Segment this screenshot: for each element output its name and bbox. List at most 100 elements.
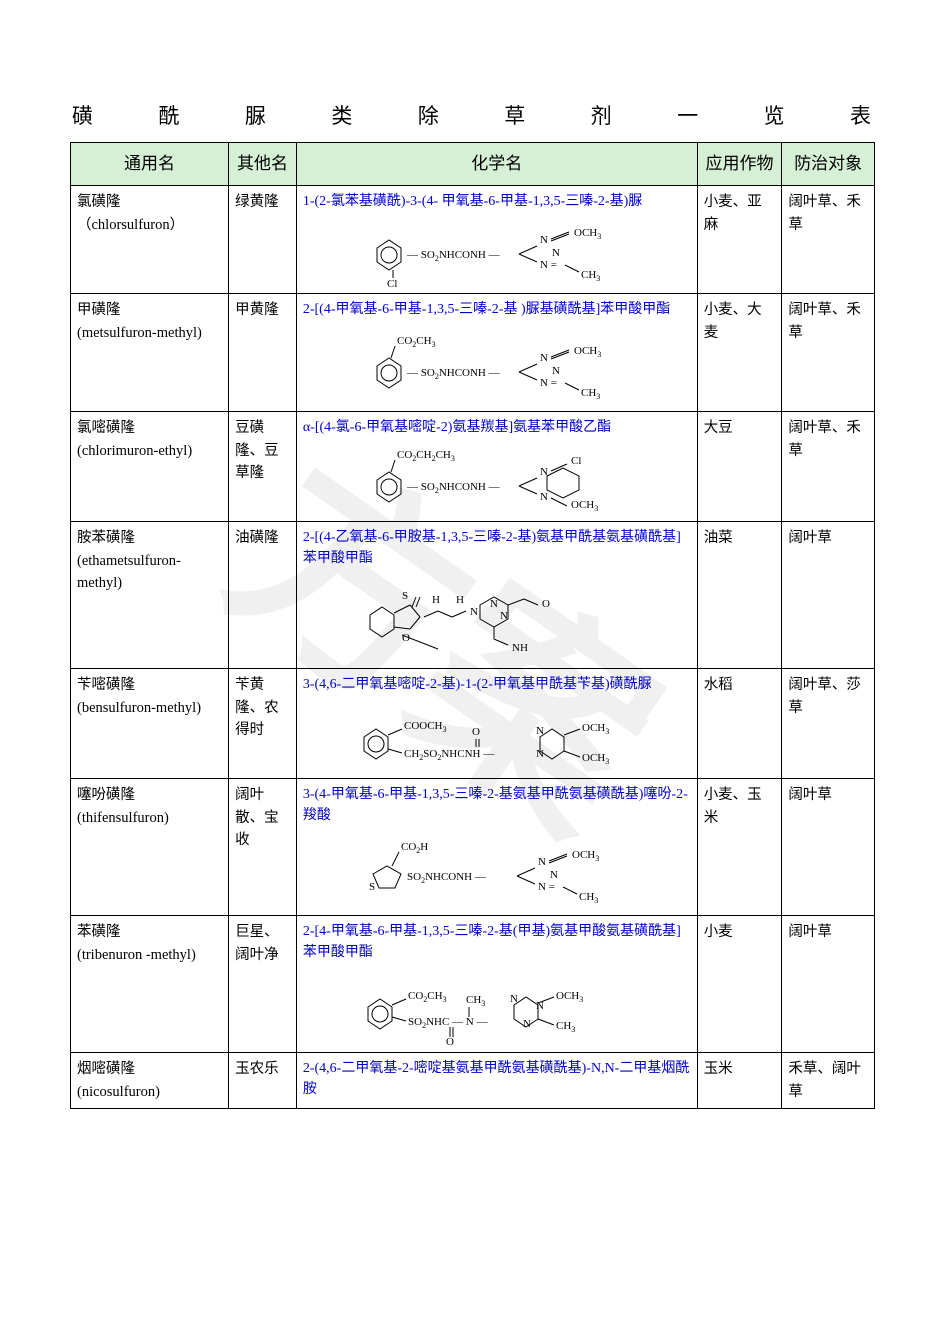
svg-text:CO2H: CO2H [401,841,428,855]
col-chem-name: 化学名 [296,143,697,186]
crop-cell: 小麦、玉米 [697,779,782,916]
other-name-cell: 阔叶散、宝收 [229,779,297,916]
svg-text:NH: NH [512,642,528,654]
col-common-name: 通用名 [71,143,229,186]
svg-text:CH3: CH3 [556,1020,575,1034]
svg-text:SO2NHC — N —: SO2NHC — N — [408,1016,488,1030]
svg-text:S: S [402,590,408,602]
svg-text:CO2CH3: CO2CH3 [408,990,447,1004]
svg-text:OCH3: OCH3 [556,990,583,1004]
target-cell: 阔叶草 [782,779,875,916]
structure-diagram: COOCH3 CH2SO2NHCNH — O NN OCH3 OCH3 [303,695,691,773]
chem-name-cell: 2-[(4-乙氧基-6-甲胺基-1,3,5-三嗪-2-基)氨基甲酰基氨基磺酰基]… [296,522,697,669]
other-name-cell: 苄黄隆、农得时 [229,669,297,779]
other-name-cell: 豆磺隆、豆草隆 [229,412,297,522]
target-cell: 禾草、阔叶草 [782,1053,875,1109]
chem-name-cell: 2-(4,6-二甲氧基-2-嘧啶基氨基甲酰氨基磺酰基)-N,N-二甲基烟酰胺 [296,1053,697,1109]
crop-cell: 小麦、亚麻 [697,186,782,294]
other-name-cell: 玉农乐 [229,1053,297,1109]
cn-name: 苄嘧磺隆 [77,677,135,693]
svg-text:N: N [538,856,546,868]
structure-diagram: S O HH N NN O NH [303,569,691,663]
svg-text:O: O [446,1036,454,1047]
table-row: 烟嘧磺隆 (nicosulfuron) 玉农乐 2-(4,6-二甲氧基-2-嘧啶… [71,1053,875,1109]
cn-name: 烟嘧磺隆 [77,1061,135,1077]
table-row: 苄嘧磺隆 (bensulfuron-methyl) 苄黄隆、农得时 3-(4,6… [71,669,875,779]
svg-text:N =: N = [540,377,557,389]
svg-text:OCH3: OCH3 [571,499,598,513]
crop-cell: 小麦、大麦 [697,294,782,412]
svg-text:N: N [536,725,544,737]
header-row: 通用名 其他名 化学名 应用作物 防治对象 [71,143,875,186]
crop-cell: 大豆 [697,412,782,522]
svg-text:N =: N = [538,881,555,893]
chem-name-cell: 3-(4,6-二甲氧基嘧啶-2-基)-1-(2-甲氧基甲酰基苄基)磺酰脲 COO… [296,669,697,779]
latin-name: （chlorsulfuron） [77,217,184,233]
page-title: 磺酰脲类除草剂一览表 [70,100,875,130]
svg-text:N: N [540,352,548,364]
crop-cell: 油菜 [697,522,782,669]
svg-text:N: N [510,993,518,1005]
col-other-name: 其他名 [229,143,297,186]
svg-text:— SO2NHCONH —: — SO2NHCONH — [406,249,501,263]
svg-text:N: N [540,234,548,246]
crop-cell: 玉米 [697,1053,782,1109]
table-row: 氯磺隆 （chlorsulfuron） 绿黄隆 1-(2-氯苯基磺酰)-3-(4… [71,186,875,294]
svg-text:— SO2NHCONH —: — SO2NHCONH — [406,367,501,381]
table-row: 胺苯磺隆 (ethametsulfuron-methyl) 油磺隆 2-[(4-… [71,522,875,669]
common-name-cell: 氯磺隆 （chlorsulfuron） [71,186,229,294]
other-name-cell: 巨星、阔叶净 [229,916,297,1053]
svg-text:OCH3: OCH3 [574,345,601,359]
latin-name: (tribenuron -methyl) [77,947,196,963]
latin-name: (thifensulfuron) [77,810,169,826]
common-name-cell: 氯嘧磺隆 (chlorimuron-ethyl) [71,412,229,522]
svg-text:N: N [552,247,560,259]
svg-text:OCH3: OCH3 [582,752,609,766]
chem-name-text: 2-[4-甲氧基-6-甲基-1,3,5-三嗪-2-基(甲基)氨基甲酸氨基磺酰基]… [303,921,691,963]
chem-name-text: α-[(4-氯-6-甲氧基嘧啶-2)氨基羰基]氨基苯甲酸乙酯 [303,417,691,438]
latin-name: (metsulfuron-methyl) [77,325,202,341]
crop-cell: 小麦 [697,916,782,1053]
common-name-cell: 胺苯磺隆 (ethametsulfuron-methyl) [71,522,229,669]
target-cell: 阔叶草、禾草 [782,294,875,412]
svg-text:N: N [470,606,478,618]
col-target: 防治对象 [782,143,875,186]
target-cell: 阔叶草 [782,522,875,669]
herbicide-table: 通用名 其他名 化学名 应用作物 防治对象 氯磺隆 （chlorsulfuron… [70,142,875,1109]
structure-diagram: — SO2NHCONH — N OCH3 N N = CH3 Cl [303,212,691,288]
latin-name: (nicosulfuron) [77,1084,160,1100]
svg-text:N: N [500,610,508,622]
chem-name-text: 2-[(4-乙氧基-6-甲胺基-1,3,5-三嗪-2-基)氨基甲酰基氨基磺酰基]… [303,527,691,569]
cn-name: 噻吩磺隆 [77,787,135,803]
svg-text:— SO2NHCONH —: — SO2NHCONH — [406,481,501,495]
structure-diagram: S CO2H SO2NHCONH — N OCH3 N N = CH3 [303,826,691,910]
svg-text:OCH3: OCH3 [582,722,609,736]
chem-name-cell: 2-[(4-甲氧基-6-甲基-1,3,5-三嗪-2-基 )脲基磺酰基]苯甲酸甲酯… [296,294,697,412]
common-name-cell: 噻吩磺隆 (thifensulfuron) [71,779,229,916]
target-cell: 阔叶草、禾草 [782,186,875,294]
svg-text:N =: N = [540,259,557,271]
chem-name-text: 1-(2-氯苯基磺酰)-3-(4- 甲氧基-6-甲基-1,3,5-三嗪-2-基)… [303,191,691,212]
svg-text:CH3: CH3 [466,994,485,1008]
table-row: 苯磺隆 (tribenuron -methyl) 巨星、阔叶净 2-[4-甲氧基… [71,916,875,1053]
other-name-cell: 甲黄隆 [229,294,297,412]
svg-text:Cl: Cl [571,455,581,467]
svg-text:OCH3: OCH3 [574,227,601,241]
structure-diagram: CO2CH3 SO2NHC — N — CH3 O NNN OCH3 CH3 [303,963,691,1047]
chem-name-text: 3-(4,6-二甲氧基嘧啶-2-基)-1-(2-甲氧基甲酰基苄基)磺酰脲 [303,674,691,695]
svg-text:N: N [552,365,560,377]
chem-name-cell: 3-(4-甲氧基-6-甲基-1,3,5-三嗪-2-基氨基甲酰氨基磺酰基)噻吩-2… [296,779,697,916]
svg-text:N: N [550,869,558,881]
col-crop: 应用作物 [697,143,782,186]
cn-name: 氯磺隆 [77,194,121,210]
cn-name: 苯磺隆 [77,924,121,940]
chem-name-text: 2-(4,6-二甲氧基-2-嘧啶基氨基甲酰氨基磺酰基)-N,N-二甲基烟酰胺 [303,1058,691,1100]
svg-text:H: H [456,594,464,606]
target-cell: 阔叶草、莎草 [782,669,875,779]
structure-diagram: CO2CH3 — SO2NHCONH — N OCH3 N N = CH3 [303,320,691,406]
latin-name: (ethametsulfuron-methyl) [77,553,181,591]
crop-cell: 水稻 [697,669,782,779]
table-row: 氯嘧磺隆 (chlorimuron-ethyl) 豆磺隆、豆草隆 α-[(4-氯… [71,412,875,522]
svg-text:N: N [490,598,498,610]
svg-text:N: N [523,1018,531,1030]
